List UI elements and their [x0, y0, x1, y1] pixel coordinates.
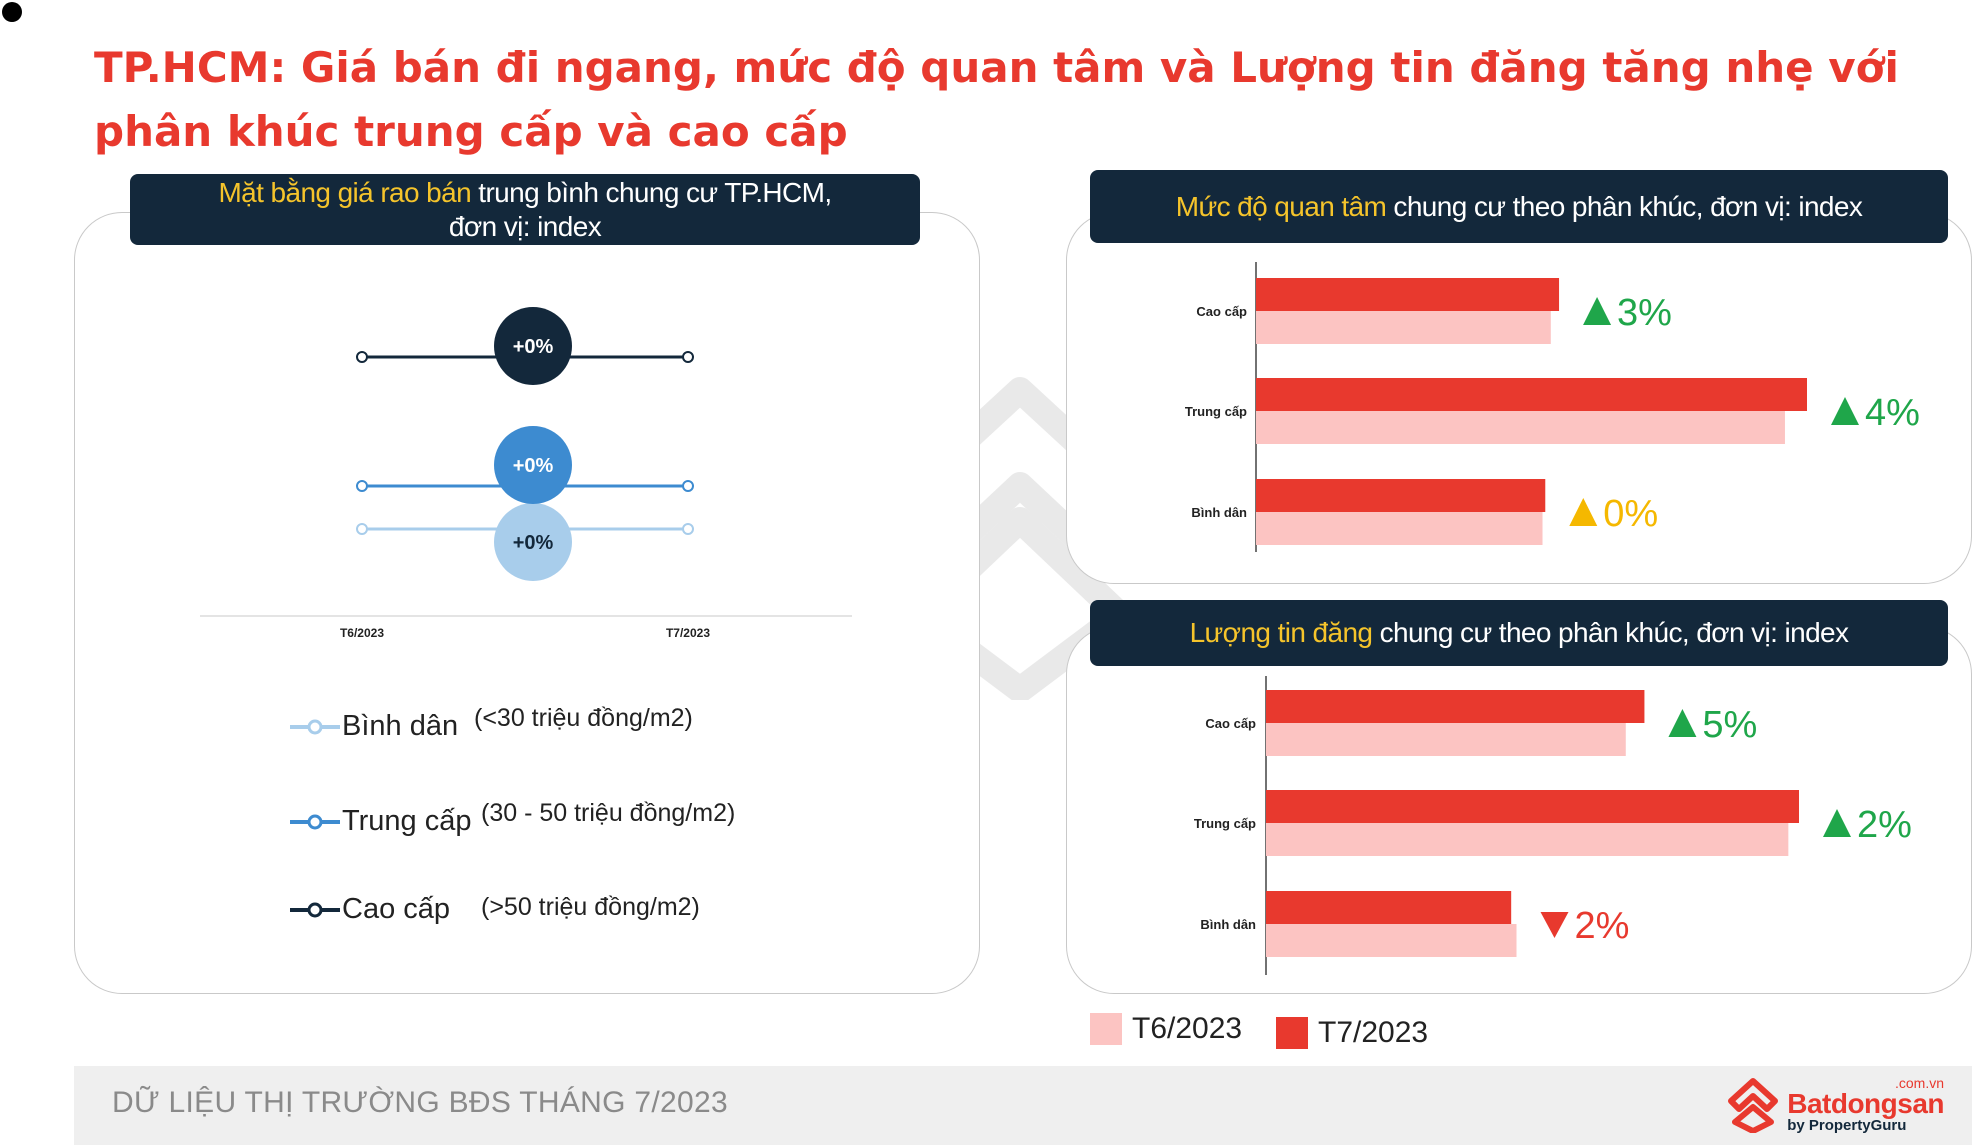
price-x-tick-label: T6/2023 — [340, 626, 384, 640]
brand-logo-sub: by PropertyGuru — [1787, 1117, 1907, 1134]
brand-logo-icon — [1728, 1077, 1779, 1133]
listing-bar-t7 — [1266, 891, 1512, 924]
legend-cao-cap-label: Cao cấp — [342, 893, 451, 925]
bar-legend-t7: T7/2023 — [1276, 1016, 1428, 1050]
page-title: TP.HCM: Giá bán đi ngang, mức độ quan tâ… — [94, 43, 1899, 156]
interest-bar-t6 — [1256, 512, 1543, 545]
listing-category-label: Bình dân — [1200, 917, 1256, 932]
price-point-binh-dan — [356, 523, 368, 535]
price-x-tick-label: T7/2023 — [666, 626, 710, 640]
slide-bullet — [2, 2, 22, 22]
listing-category-label: Trung cấp — [1194, 816, 1256, 831]
listing-change-label: 2% — [1575, 905, 1630, 947]
listing-bar-t7 — [1266, 690, 1645, 723]
interest-change-label: 4% — [1865, 392, 1920, 434]
legend-trung-cap-label: Trung cấp — [342, 805, 472, 837]
interest-bar-t7 — [1256, 479, 1546, 512]
interest-bar-t6 — [1256, 311, 1551, 344]
footer-bar: DỮ LIỆU THỊ TRƯỜNG BĐS THÁNG 7/2023 .com… — [74, 1066, 1972, 1145]
price-banner-line2: đơn vị: index — [448, 210, 602, 242]
listing-banner-highlight: Lượng tin đăng — [1189, 617, 1373, 648]
price-point-binh-dan — [682, 523, 694, 535]
legend-binh-dan-label: Bình dân — [342, 710, 459, 742]
bar-legend-t6-label: T6/2023 — [1132, 1012, 1243, 1045]
listing-bar-t7 — [1266, 790, 1799, 823]
bar-legend-t6-swatch — [1090, 1013, 1122, 1045]
legend-binh-dan: Bình dân (<30 triệu đồng/m2) — [288, 704, 693, 743]
interest-category-label: Bình dân — [1191, 505, 1247, 520]
interest-bar-t7 — [1256, 378, 1807, 411]
price-banner-rest: trung bình chung cư TP.HCM, — [471, 176, 832, 208]
price-change-label-binh-dan: +0% — [513, 532, 554, 554]
price-point-cao-cap — [682, 351, 694, 363]
price-point-cao-cap — [356, 351, 368, 363]
interest-change-label: 3% — [1617, 292, 1672, 334]
listing-bar-t6 — [1266, 823, 1789, 856]
brand-logo-name: Batdongsan — [1787, 1088, 1944, 1119]
price-point-trung-cap — [356, 480, 368, 492]
listing-banner: Lượng tin đăng chung cư theo phân khúc, … — [1090, 600, 1948, 666]
interest-change-arrow-up — [1831, 397, 1859, 425]
price-banner: Mặt bằng giá rao bán trung bình chung cư… — [130, 174, 920, 245]
listing-change-arrow-down — [1540, 912, 1569, 938]
legend-trung-cap: Trung cấp (30 - 50 triệu đồng/m2) — [288, 799, 735, 838]
price-change-bubble-cao-cap — [494, 307, 572, 385]
interest-banner: Mức độ quan tâm chung cư theo phân khúc,… — [1090, 170, 1948, 243]
brand-logo-domain: .com.vn — [1894, 1075, 1944, 1091]
listing-banner-rest: chung cư theo phân khúc, đơn vị: index — [1372, 617, 1849, 648]
legend-cao-cap-marker — [290, 902, 340, 917]
price-change-label-cao-cap: +0% — [513, 336, 554, 358]
price-change-bubble-trung-cap — [494, 426, 572, 504]
interest-category-label: Cao cấp — [1196, 304, 1247, 319]
bar-legend-t7-swatch — [1276, 1017, 1308, 1049]
interest-change-arrow-up — [1583, 297, 1612, 325]
listing-change-label: 5% — [1702, 704, 1757, 746]
footer-text: DỮ LIỆU THỊ TRƯỜNG BĐS THÁNG 7/2023 — [112, 1086, 728, 1119]
bar-legend-t6: T6/2023 — [1090, 1012, 1242, 1046]
brand-logo: .com.vn Batdongsan by PropertyGuru — [1727, 1076, 1944, 1133]
interest-category-label: Trung cấp — [1185, 404, 1247, 419]
listing-category-label: Cao cấp — [1205, 716, 1256, 731]
price-change-bubble-binh-dan — [494, 503, 572, 581]
legend-cao-cap-range: (>50 triệu đồng/m2) — [481, 893, 700, 921]
legend-cao-cap: Cao cấp (>50 triệu đồng/m2) — [288, 893, 700, 926]
listing-change-arrow-up — [1668, 709, 1697, 737]
interest-change-label: 0% — [1603, 493, 1658, 535]
price-banner-highlight: Mặt bằng giá rao bán — [218, 176, 472, 208]
interest-banner-rest: chung cư theo phân khúc, đơn vị: index — [1386, 190, 1863, 222]
price-point-trung-cap — [682, 480, 694, 492]
legend-binh-dan-marker — [290, 719, 340, 734]
legend-binh-dan-range: (<30 triệu đồng/m2) — [474, 704, 693, 732]
legend-trung-cap-marker — [290, 814, 340, 829]
bar-legend-t7-label: T7/2023 — [1318, 1016, 1429, 1049]
interest-bar-t6 — [1256, 411, 1785, 444]
interest-banner-highlight: Mức độ quan tâm — [1175, 190, 1387, 222]
legend-trung-cap-range: (30 - 50 triệu đồng/m2) — [481, 799, 736, 827]
listing-change-arrow-up — [1823, 809, 1851, 837]
listing-change-label: 2% — [1857, 804, 1912, 846]
interest-change-arrow-flat — [1569, 498, 1598, 526]
price-change-label-trung-cap: +0% — [513, 455, 554, 477]
interest-bar-t7 — [1256, 278, 1560, 311]
listing-bar-t6 — [1266, 924, 1517, 957]
listing-bar-t6 — [1266, 723, 1626, 756]
